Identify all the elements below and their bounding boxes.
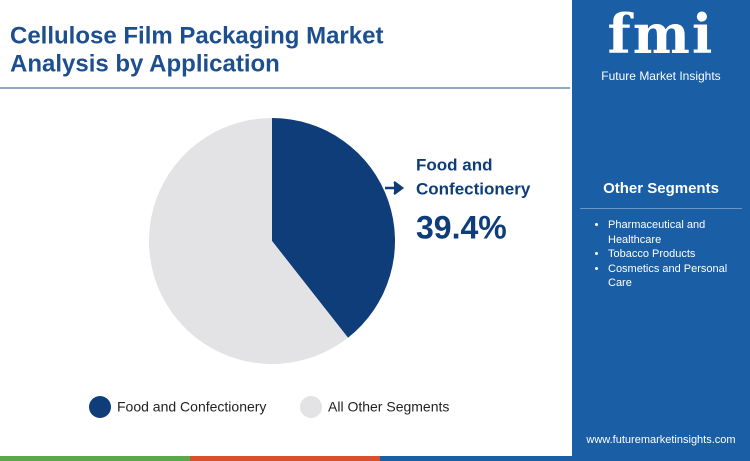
brand-name: Future Market Insights xyxy=(601,69,721,83)
annotation-label: Confectionery xyxy=(416,179,531,198)
pie-slice xyxy=(148,118,348,364)
legend-label: Food and Confectionery xyxy=(117,399,266,415)
footer-strip xyxy=(190,456,380,461)
legend-swatch xyxy=(300,396,322,418)
pie-slice xyxy=(272,118,395,338)
logo: fmi xyxy=(607,2,715,66)
segment-item: Cosmetics and Personal Care xyxy=(608,262,740,291)
legend-label: All Other Segments xyxy=(328,399,449,415)
segment-list: Pharmaceutical and Healthcare Tobacco Pr… xyxy=(592,218,740,291)
chart-title-line: Cellulose Film Packaging Market xyxy=(10,22,383,49)
website: www.futuremarketinsights.com xyxy=(586,434,736,446)
value-label: 39.4% xyxy=(416,209,507,245)
chart-title-line: Analysis by Application xyxy=(10,50,280,77)
annotation-label: Food and xyxy=(416,155,492,174)
footer-strip xyxy=(380,456,572,461)
legend-swatch xyxy=(89,396,111,418)
segment-item: Tobacco Products xyxy=(608,247,740,262)
chart: Cellulose Film Packaging Market Analysis… xyxy=(0,22,572,461)
panel-rule xyxy=(580,208,742,209)
side-panel: fmi Future Market Insights Other Segment… xyxy=(572,0,750,461)
annotation-arrow xyxy=(385,181,405,195)
segment-item: Pharmaceutical and Healthcare xyxy=(608,218,740,247)
panel-heading: Other Segments xyxy=(603,180,719,197)
footer-strip xyxy=(0,456,190,461)
